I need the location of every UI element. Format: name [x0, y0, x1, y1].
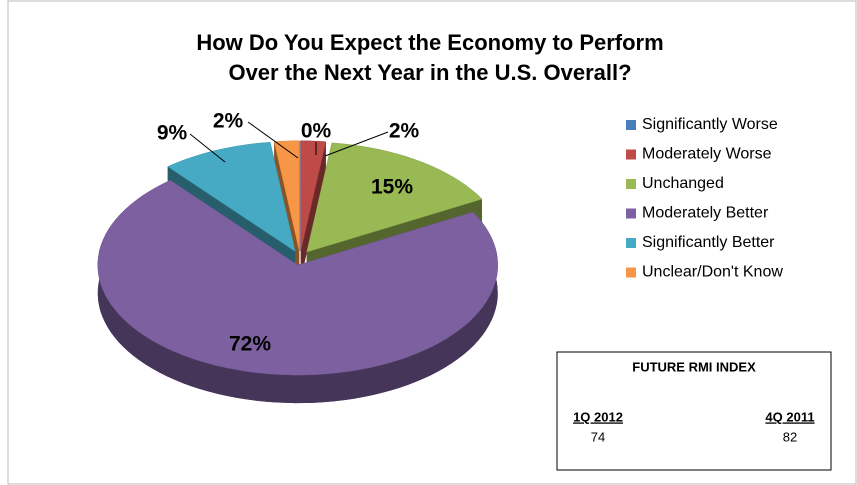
index-title: FUTURE RMI INDEX: [632, 359, 756, 374]
legend-swatch: [626, 120, 636, 130]
index-value: 74: [591, 429, 605, 444]
data-label: 2%: [213, 110, 244, 133]
slice: [300, 140, 327, 251]
chart-title: How Do You Expect the Economy to Perform: [196, 30, 663, 55]
slice: [273, 140, 300, 251]
legend-swatch: [626, 149, 636, 160]
legend-label: Moderately Worse: [642, 146, 772, 163]
data-label: 9%: [157, 122, 188, 145]
legend-label: Significantly Worse: [642, 116, 778, 133]
index-label: 4Q 2011: [765, 409, 814, 424]
legend-swatch: [626, 238, 636, 248]
slice: [167, 142, 296, 252]
data-label: 2%: [389, 120, 420, 143]
data-label: 72%: [229, 333, 271, 356]
slice: [306, 142, 483, 253]
legend-label: Moderately Better: [642, 205, 769, 222]
legend-label: Unclear/Don't Know: [642, 264, 783, 281]
legend-swatch: [626, 179, 636, 189]
slice-wall: [300, 141, 326, 279]
slice: [97, 180, 498, 376]
index-label: 1Q 2012: [573, 409, 623, 424]
data-label: 15%: [371, 176, 413, 199]
index-value: 82: [783, 429, 797, 444]
legend: Significantly Worse Moderately Worse Uncha…: [626, 116, 783, 281]
index-box: FUTURE RMI INDEX 1Q 2012 74 4Q 2011 82: [556, 351, 832, 471]
legend-swatch: [626, 267, 636, 278]
pie: 0% 2% 15% 72% 9% 2%: [97, 110, 498, 404]
legend-label: Significantly Better: [642, 234, 775, 251]
chart-title: Over the Next Year in the U.S. Overall?: [228, 60, 631, 85]
legend-label: Unchanged: [642, 175, 724, 192]
leader-line: [189, 133, 226, 163]
legend-swatch: [626, 208, 636, 219]
leader-line: [247, 121, 299, 159]
data-label: 0%: [301, 120, 332, 143]
leader-line: [324, 131, 389, 157]
index-box-border: [556, 351, 832, 471]
